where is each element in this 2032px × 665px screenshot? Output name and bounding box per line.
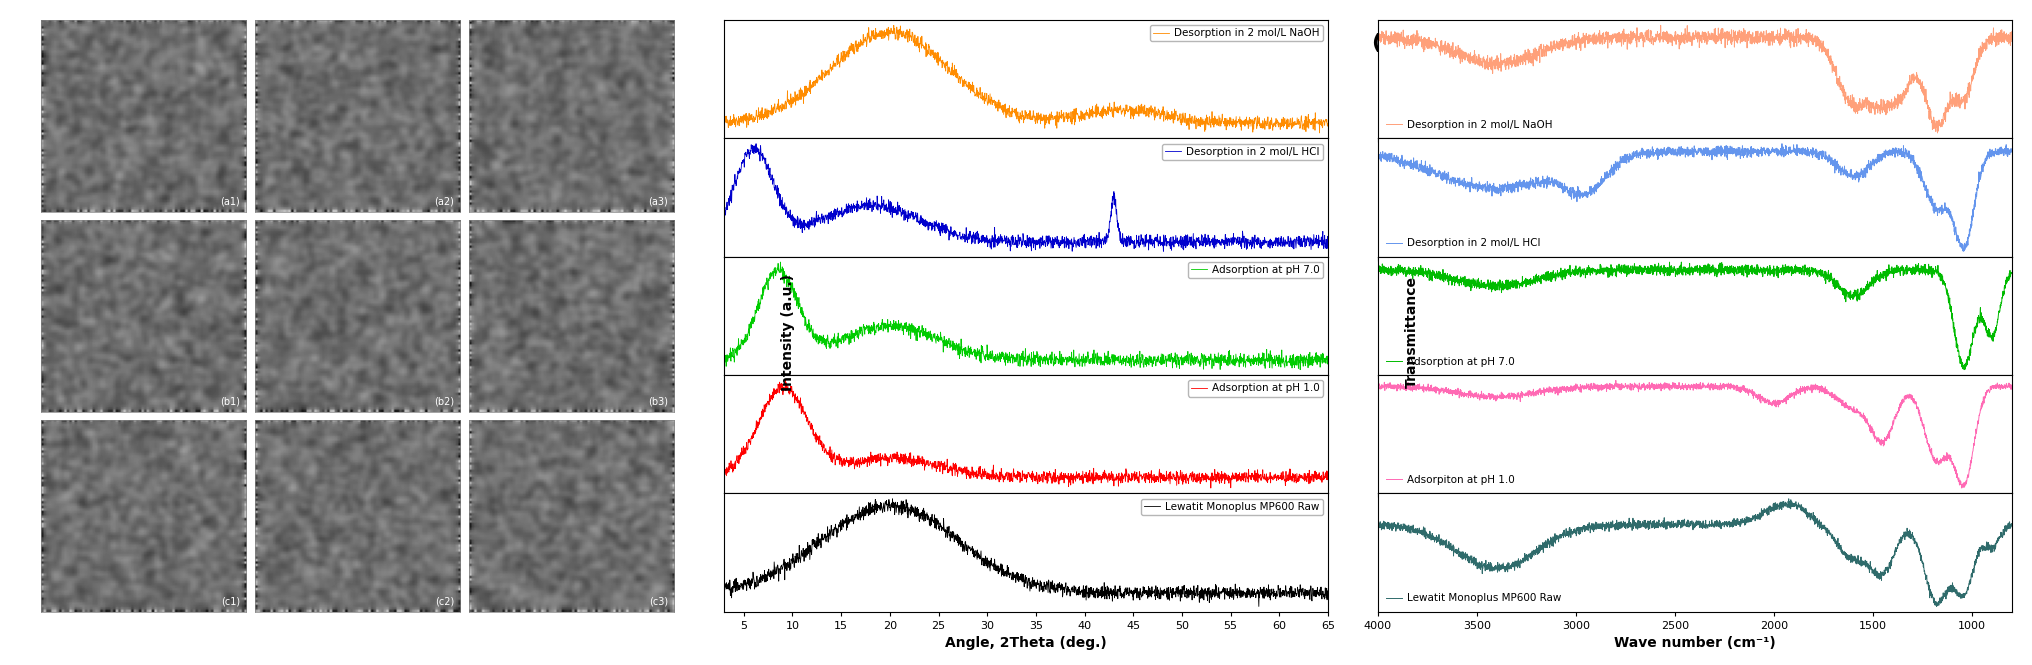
Legend: Lewatit Monoplus MP600 Raw: Lewatit Monoplus MP600 Raw <box>1384 591 1565 606</box>
Text: (a2): (a2) <box>435 196 455 206</box>
Text: (b3): (b3) <box>648 396 669 406</box>
Text: (b1): (b1) <box>219 396 240 406</box>
Legend: Adsorpiton at pH 1.0: Adsorpiton at pH 1.0 <box>1384 472 1518 488</box>
X-axis label: Wave number (cm⁻¹): Wave number (cm⁻¹) <box>1613 636 1776 650</box>
Text: (A): (A) <box>41 33 79 53</box>
Legend: Adsorption at pH 7.0: Adsorption at pH 7.0 <box>1384 354 1518 370</box>
Text: (b2): (b2) <box>435 396 455 406</box>
Text: Transmittance: Transmittance <box>1406 277 1418 388</box>
Text: (c2): (c2) <box>435 596 455 606</box>
Text: (c3): (c3) <box>648 596 669 606</box>
Legend: Desorption in 2 mol/L HCl: Desorption in 2 mol/L HCl <box>1162 144 1323 160</box>
Legend: Desorption in 2 mol/L NaOH: Desorption in 2 mol/L NaOH <box>1150 25 1323 41</box>
Text: (B): (B) <box>742 33 778 53</box>
Text: (a1): (a1) <box>221 196 240 206</box>
Text: (a3): (a3) <box>648 196 669 206</box>
Legend: Adsorption at pH 1.0: Adsorption at pH 1.0 <box>1189 380 1323 396</box>
Legend: Desorption in 2 mol/L HCl: Desorption in 2 mol/L HCl <box>1384 235 1544 251</box>
Text: Intensity (a.u.): Intensity (a.u.) <box>782 274 795 391</box>
Legend: Desorption in 2 mol/L NaOH: Desorption in 2 mol/L NaOH <box>1384 117 1557 133</box>
Legend: Lewatit Monoplus MP600 Raw: Lewatit Monoplus MP600 Raw <box>1142 499 1323 515</box>
Text: (c1): (c1) <box>221 596 240 606</box>
Legend: Adsorption at pH 7.0: Adsorption at pH 7.0 <box>1189 262 1323 278</box>
X-axis label: Angle, 2Theta (deg.): Angle, 2Theta (deg.) <box>945 636 1107 650</box>
Text: (C): (C) <box>1372 33 1408 53</box>
